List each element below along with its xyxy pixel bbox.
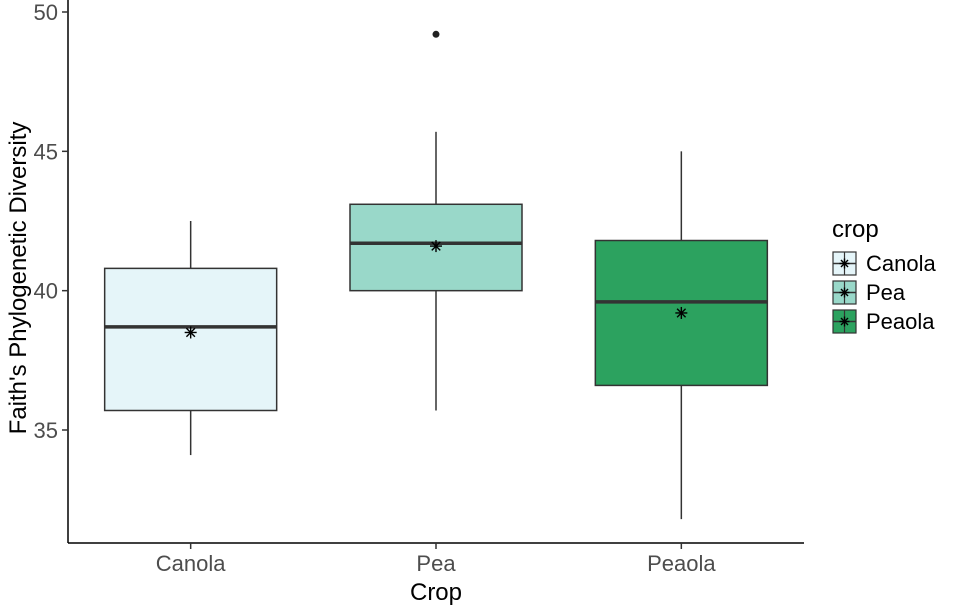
box-body — [349, 203, 523, 292]
outlier-point — [432, 30, 440, 38]
legend-title: crop — [832, 216, 879, 243]
box-canola — [103, 221, 278, 456]
legend: crop Canola Pea Peaola — [832, 216, 936, 334]
mean-marker — [430, 240, 442, 253]
x-tick-label: Pea — [416, 551, 456, 576]
box-peaola — [594, 151, 769, 520]
x-tick-label: Canola — [156, 551, 226, 576]
box-body — [103, 267, 278, 412]
legend-entry-canola: Canola — [832, 251, 936, 276]
legend-mean-marker — [839, 287, 850, 298]
y-ticks: 35 40 45 50 — [34, 0, 68, 443]
boxes-layer — [103, 30, 769, 520]
legend-entry-pea: Pea — [832, 280, 906, 305]
legend-entries: Canola Pea Peaola — [832, 251, 936, 334]
legend-label: Pea — [866, 280, 906, 305]
legend-mean-marker — [839, 316, 850, 327]
legend-label: Canola — [866, 251, 936, 276]
x-ticks: Canola Pea Peaola — [156, 543, 716, 576]
x-axis-title: Crop — [410, 579, 462, 606]
legend-mean-marker — [839, 258, 850, 269]
legend-entry-peaola: Peaola — [832, 309, 935, 334]
mean-marker — [184, 326, 197, 339]
mean-marker — [675, 306, 688, 319]
y-tick-label: 35 — [34, 418, 58, 443]
legend-label: Peaola — [866, 309, 935, 334]
y-axis-title: Faith's Phylogenetic Diversity — [5, 122, 32, 435]
box-pea — [349, 30, 523, 411]
y-tick-label: 40 — [34, 279, 58, 304]
x-tick-label: Peaola — [647, 551, 716, 576]
y-tick-label: 45 — [34, 139, 58, 164]
y-tick-label: 50 — [34, 0, 58, 25]
